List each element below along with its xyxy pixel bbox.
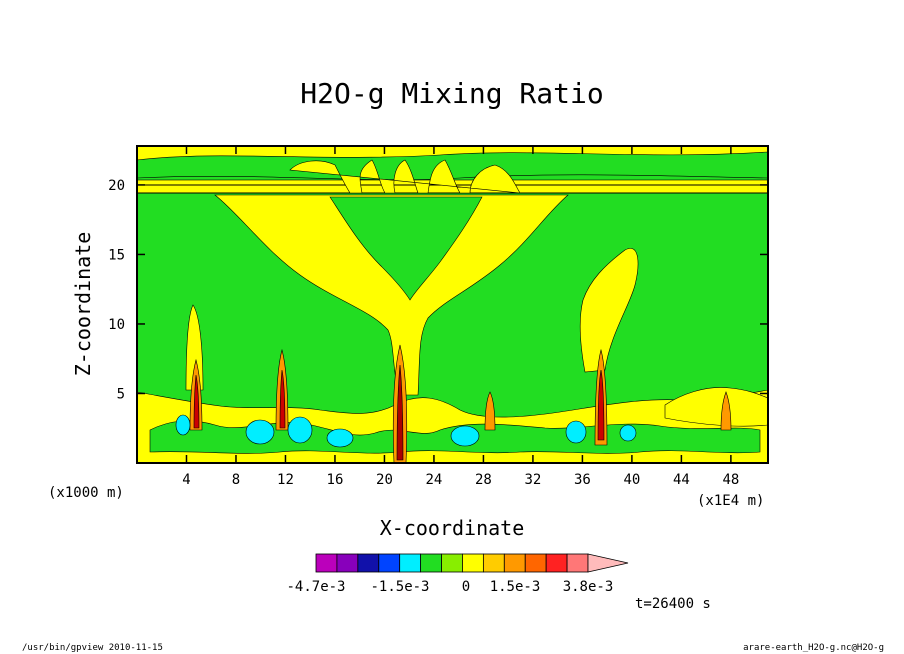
- column-x28: [484, 391, 496, 431]
- x-tick-label: 16: [327, 472, 344, 488]
- colorbar-swatch: [378, 553, 401, 573]
- x-tick-label: 28: [475, 472, 492, 488]
- colorbar-swatch: [357, 553, 380, 573]
- footer-left: /usr/bin/gpview 2010-11-15: [22, 643, 163, 653]
- colorbar: [315, 553, 629, 573]
- y-tick-label: 15: [108, 247, 125, 263]
- field-left-finger: [185, 304, 204, 391]
- colorbar-swatch: [399, 553, 422, 573]
- field-right-bump: [664, 387, 768, 427]
- negative-pockets: [175, 414, 637, 448]
- colorbar-swatch: [420, 553, 442, 573]
- colorbar-swatch: [503, 553, 526, 573]
- x-tick-label: 32: [524, 472, 541, 488]
- colorbar-swatch: [482, 553, 505, 573]
- colorbar-label: 3.8e-3: [563, 579, 614, 595]
- column-x48: [720, 391, 732, 431]
- field-plume-inner-green: [329, 196, 483, 301]
- footer-right: arare-earth_H2O-g.nc@H2O-g: [743, 643, 884, 653]
- x-tick-label: 40: [623, 472, 640, 488]
- x-tick-label: 36: [574, 472, 591, 488]
- x-tick-label: 20: [376, 472, 393, 488]
- y-tick-label: 10: [108, 317, 125, 333]
- colorbar-label: 1.5e-3: [490, 579, 541, 595]
- column-x12-core: [279, 369, 286, 429]
- colorbar-swatch: [315, 553, 338, 573]
- colorbar-label: -1.5e-3: [370, 579, 429, 595]
- y-axis: 5 10 15 20: [108, 178, 768, 402]
- colorbar-swatch: [462, 553, 484, 573]
- colorbar-swatch: [336, 553, 359, 573]
- chart-title: H2O-g Mixing Ratio: [300, 77, 603, 110]
- column-x4-core: [193, 374, 200, 429]
- convective-columns: [189, 344, 732, 463]
- x-tick-label: 24: [426, 472, 443, 488]
- field-right-tower: [579, 248, 639, 373]
- field-upper-stripes: [289, 159, 521, 194]
- colorbar-extend-arrow: [587, 553, 629, 573]
- column-x37-core: [597, 369, 605, 441]
- x-unit-right: (x1E4 m): [697, 493, 764, 509]
- x-tick-label: 48: [722, 472, 739, 488]
- colorbar-swatch: [524, 553, 547, 573]
- plot-area: [137, 146, 768, 463]
- colorbar-label: -4.7e-3: [286, 579, 345, 595]
- x-tick-label: 4: [182, 472, 190, 488]
- colorbar-swatch: [566, 553, 589, 573]
- colorbar-label: 0: [462, 579, 470, 595]
- colorbar-swatch: [441, 553, 463, 573]
- x-tick-label: 8: [232, 472, 240, 488]
- y-axis-label: Z-coordinate: [71, 232, 95, 377]
- colorbar-labels: -4.7e-3 -1.5e-3 0 1.5e-3 3.8e-3: [286, 579, 613, 595]
- y-tick-label: 5: [117, 386, 125, 402]
- x-axis: 4 8 12 16 20 24 28 32 36 40 44 48: [182, 146, 739, 488]
- x-tick-label: 12: [277, 472, 294, 488]
- colorbar-swatch: [545, 553, 568, 573]
- column-x21-core: [396, 364, 404, 461]
- x-axis-label: X-coordinate: [380, 516, 525, 540]
- x-unit-left: (x1000 m): [48, 485, 124, 501]
- y-tick-label: 20: [108, 178, 125, 194]
- plot-frame: [136, 145, 769, 464]
- x-tick-label: 44: [673, 472, 690, 488]
- time-label: t=26400 s: [635, 596, 711, 612]
